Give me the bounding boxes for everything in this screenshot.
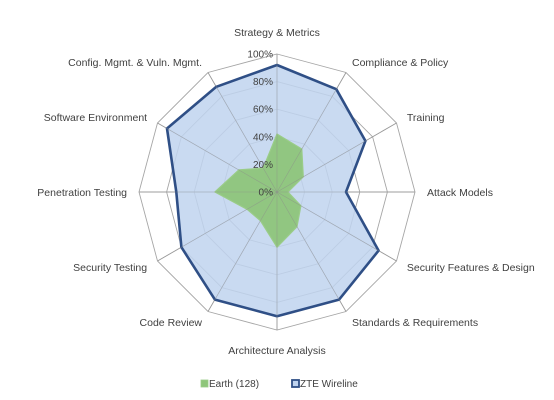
category-label: Config. Mgmt. & Vuln. Mgmt. [68,57,202,69]
category-label: Attack Models [427,187,493,199]
grid-spoke-overlay [157,191,278,262]
category-label: Standards & Requirements [352,317,478,329]
grid-spoke-overlay [157,122,278,193]
category-label: Security Testing [73,262,147,274]
radial-tick-label: 40% [253,132,273,143]
category-label: Code Review [140,317,203,329]
grid-spoke-overlay [276,72,347,193]
category-label: Training [407,112,445,124]
category-label: Architecture Analysis [228,345,325,357]
grid-spoke-overlay [207,191,278,312]
legend-swatch [291,379,300,388]
grid-spoke-overlay [276,191,347,312]
category-label: Software Environment [44,112,147,124]
radial-tick-label: 80% [253,77,273,88]
legend: Earth (128) ZTE Wireline [200,379,358,390]
radar-series [139,54,415,330]
grid-spoke-overlay [276,191,397,262]
legend-swatch [200,379,209,388]
radial-tick-label: 60% [253,105,273,116]
category-labels: Strategy & Metrics Compliance & Policy Tra… [37,27,535,357]
radial-tick-labels: 0% 20% 40% 60% 80% 100% [247,50,273,199]
category-label: Strategy & Metrics [234,27,320,39]
grid-spoke-overlay [207,72,278,193]
legend-item-zte-wireline: ZTE Wireline [291,379,358,390]
category-label: Security Features & Design [407,262,535,274]
category-label: Penetration Testing [37,187,127,199]
radial-tick-label: 0% [259,188,274,199]
legend-item-earth: Earth (128) [200,379,259,390]
category-label: Compliance & Policy [352,57,449,69]
grid-spoke-overlay [276,122,397,193]
legend-label: ZTE Wireline [300,379,358,390]
radial-tick-label: 20% [253,160,273,171]
radial-tick-label: 100% [247,50,273,61]
legend-label: Earth (128) [209,379,259,390]
